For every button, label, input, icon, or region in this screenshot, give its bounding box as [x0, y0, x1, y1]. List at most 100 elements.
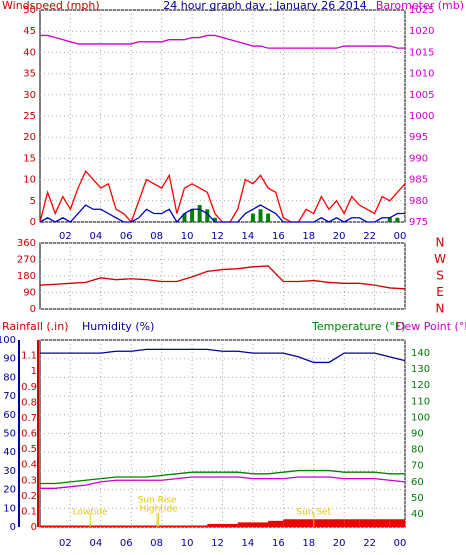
y-tick-label: 0 — [10, 522, 16, 533]
y-tick-label: 90 — [3, 354, 16, 365]
compass-label: S — [436, 269, 444, 283]
series-line — [40, 476, 406, 489]
y-tick-label: 1 — [31, 366, 37, 377]
rain-bar — [344, 519, 360, 527]
y-tick-label: 130 — [411, 364, 430, 375]
y-tick-label: 1025 — [409, 5, 434, 16]
y-tick-label: 90 — [23, 288, 36, 299]
x-tick-label: 20 — [333, 538, 346, 549]
rain-bar — [55, 525, 71, 527]
y-tick-label: 0.9 — [21, 382, 37, 393]
bar — [197, 205, 202, 222]
y-tick-label: 995 — [409, 132, 428, 143]
y-tick-label: 0 — [31, 522, 37, 533]
rain-bar — [207, 523, 223, 527]
y-tick-label: 70 — [411, 461, 424, 472]
y-tick-label: 5 — [30, 196, 36, 207]
y-tick-label: 25 — [23, 111, 36, 122]
y-tick-label: 0 — [30, 304, 36, 315]
y-tick-label: 70 — [3, 391, 16, 402]
x-tick-label: 20 — [333, 231, 346, 242]
y-tick-label: 1.1 — [21, 351, 37, 362]
rain-bar — [268, 520, 284, 527]
compass-label: E — [436, 285, 444, 299]
legend-label: Dew Point (°F) — [396, 320, 466, 333]
y-tick-label: 1000 — [409, 111, 434, 122]
annotation-label: Sun Rise — [138, 496, 177, 506]
bar — [205, 209, 210, 222]
x-tick-label: 10 — [181, 538, 194, 549]
rain-bar — [237, 522, 253, 527]
x-tick-label: 00 — [394, 538, 407, 549]
bar — [182, 213, 187, 222]
y-tick-label: 0.5 — [21, 444, 37, 455]
y-tick-label: 975 — [409, 217, 428, 228]
y-tick-label: 10 — [23, 175, 36, 186]
rain-bar — [252, 522, 269, 527]
rain-bar — [40, 525, 56, 527]
y-tick-label: 110 — [411, 396, 430, 407]
chart-title: 24 hour graph day : January 26 2014 — [163, 0, 367, 12]
x-tick-label: 22 — [363, 231, 376, 242]
y-tick-label: 0.2 — [21, 491, 37, 502]
x-tick-label: 02 — [59, 231, 72, 242]
bar — [395, 217, 400, 222]
x-tick-label: 08 — [150, 538, 163, 549]
x-tick-label: 04 — [89, 231, 102, 242]
rain-bar — [192, 525, 208, 527]
y-tick-label: 0 — [30, 217, 36, 228]
y-tick-label: 40 — [411, 509, 424, 520]
y-tick-label: 30 — [23, 90, 36, 101]
y-tick-label: 30 — [3, 466, 16, 477]
y-tick-label: 1010 — [409, 69, 434, 80]
y-tick-label: 0.1 — [21, 506, 37, 517]
rain-bar — [100, 525, 117, 527]
y-tick-label: 360 — [17, 238, 36, 249]
y-tick-label: 1015 — [409, 47, 434, 58]
y-tick-label: 1005 — [409, 90, 434, 101]
y-tick-label: 990 — [409, 153, 428, 164]
x-tick-label: 22 — [363, 538, 376, 549]
y-tick-label: 0.4 — [21, 460, 37, 471]
rain-bar — [328, 519, 345, 527]
x-tick-label: 06 — [120, 231, 133, 242]
rain-bar — [222, 523, 238, 527]
series-line — [39, 265, 406, 290]
x-tick-label: 14 — [242, 231, 255, 242]
y-tick-label: 45 — [23, 26, 36, 37]
x-tick-label: 00 — [394, 231, 407, 242]
legend-label: Temperature (°F) — [311, 320, 406, 333]
rain-bar — [146, 525, 162, 527]
x-tick-label: 12 — [211, 231, 224, 242]
bar — [212, 217, 217, 222]
legend-label: Rainfall (.in) — [2, 320, 69, 333]
series-line — [40, 348, 406, 364]
legend-label: Humidity (%) — [82, 320, 154, 333]
rain-bar — [359, 519, 375, 527]
compass-label: N — [436, 236, 445, 250]
y-tick-label: 50 — [3, 429, 16, 440]
series-line — [40, 34, 405, 49]
y-tick-label: 60 — [3, 410, 16, 421]
series-line — [39, 204, 405, 224]
bar — [258, 209, 263, 222]
y-tick-label: 35 — [23, 69, 36, 80]
y-tick-label: 100 — [411, 412, 430, 423]
x-tick-label: 14 — [242, 538, 255, 549]
x-tick-label: 06 — [120, 538, 133, 549]
y-tick-label: 0.8 — [21, 397, 37, 408]
y-tick-label: 0.3 — [21, 475, 37, 486]
y-tick-label: 20 — [3, 485, 16, 496]
rain-bar — [85, 525, 101, 527]
y-tick-label: 0.6 — [21, 429, 37, 440]
series-line — [40, 469, 405, 485]
y-tick-label: 1020 — [409, 26, 434, 37]
x-tick-label: 08 — [150, 231, 163, 242]
x-tick-label: 02 — [59, 538, 72, 549]
rain-bar — [116, 525, 132, 527]
y-tick-label: 140 — [411, 348, 430, 359]
rain-bar — [313, 519, 329, 527]
rain-bar — [283, 519, 299, 527]
rain-bar — [389, 519, 405, 527]
